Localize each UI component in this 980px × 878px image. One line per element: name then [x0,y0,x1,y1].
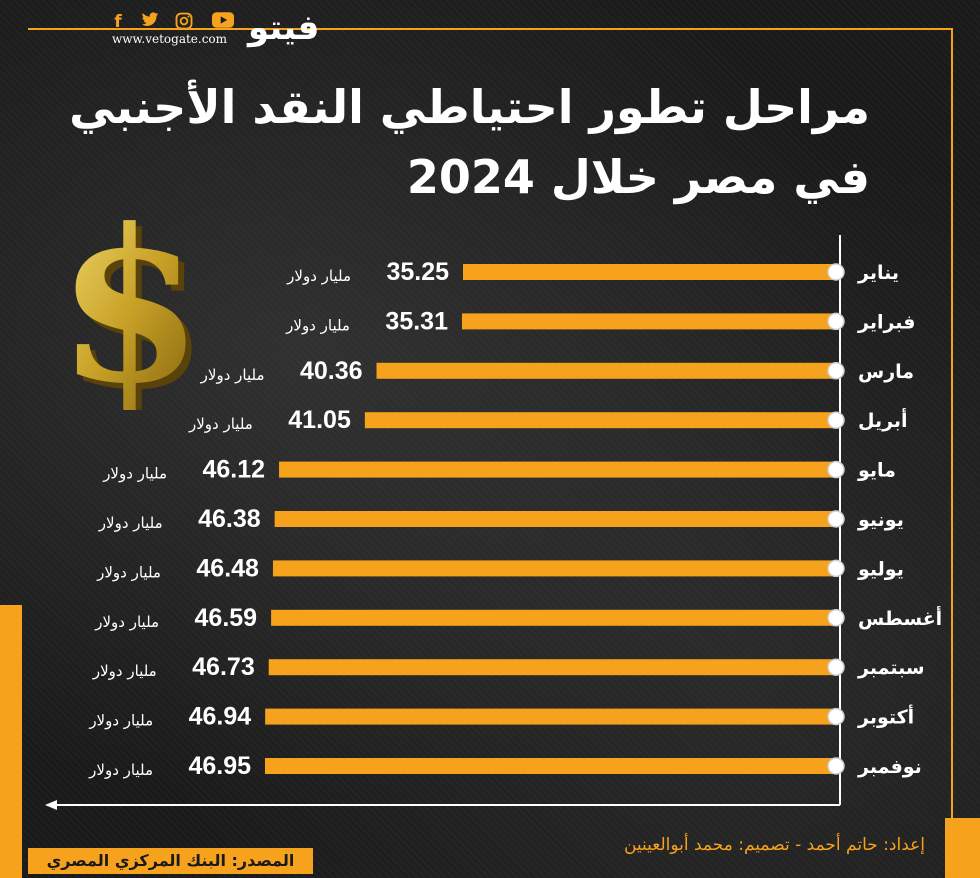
frame-top-line [28,28,953,30]
frame-left-bar [0,605,22,878]
bar-marker [827,707,845,726]
brand-logo: فيتو [248,8,320,48]
bar [376,362,836,379]
bar-marker [827,362,845,380]
category-label: أبريل [858,408,908,432]
unit-label: مليار دولار [285,316,350,334]
bar-marker [827,757,845,775]
bar [265,708,837,725]
category-label: نوفمبر [857,756,922,778]
unit-label: مليار دولار [188,415,253,433]
bar [364,412,836,429]
bar-marker [827,411,845,429]
frame-right-line [951,28,953,818]
data-label: 46.94 [189,703,252,731]
x-axis-arrow [45,800,57,810]
category-label: يناير [857,262,899,284]
bar-marker [827,609,845,627]
unit-label: مليار دولار [96,563,161,581]
bar [272,560,836,577]
data-label: 46.73 [192,653,255,681]
bar [463,264,836,280]
data-label: 46.48 [196,554,259,582]
chart-title: مراحل تطور احتياطي النقد الأجنبي [69,80,870,134]
bar [268,659,836,676]
category-label: مارس [858,361,914,383]
svg-text:$: $ [60,190,200,410]
bar-marker [827,510,845,528]
unit-label: مليار دولار [88,761,153,779]
data-label: 35.31 [385,307,448,335]
bar-marker [827,263,845,281]
unit-label: مليار دولار [286,267,351,285]
bar [265,758,836,774]
bar-marker [827,658,845,676]
site-url[interactable]: www.vetogate.com [112,32,228,46]
unit-label: مليار دولار [200,366,265,384]
bar [271,609,837,626]
unit-label: مليار دولار [102,465,167,483]
data-label: 40.36 [300,357,363,385]
svg-text:$: $ [63,190,200,410]
bar-marker [827,312,845,331]
category-label: فبراير [857,311,915,333]
bar-marker [827,559,845,578]
source-label: المصدر: البنك المركزي المصري [28,848,313,874]
unit-label: مليار دولار [94,613,159,631]
data-label: 35.25 [386,258,449,286]
frame-corner-block [945,818,980,878]
bar [274,511,837,527]
credits: إعداد: حاتم أحمد - تصميم: محمد أبوالعيني… [623,835,925,855]
category-label: أغسطس [858,606,942,630]
unit-label: مليار دولار [88,712,153,730]
data-label: 41.05 [288,406,351,434]
unit-label: مليار دولار [98,514,163,532]
category-label: أكتوبر [857,705,914,729]
category-label: يونيو [857,509,904,531]
facebook-icon[interactable]: f [114,12,122,32]
bar [279,461,836,478]
dollar-sign-icon: $ $ [60,190,200,410]
chart-subtitle: في مصر خلال 2024 [406,150,870,204]
category-label: يوليو [857,558,904,580]
data-label: 46.12 [202,456,265,484]
unit-label: مليار دولار [92,662,157,680]
category-label: سبتمبر [857,657,925,679]
category-label: مايو [857,460,896,482]
data-label: 46.95 [188,752,251,780]
bar-marker [827,460,845,479]
twitter-icon[interactable] [140,12,160,32]
instagram-icon[interactable] [174,12,194,32]
data-label: 46.38 [198,505,261,533]
data-label: 46.59 [195,604,258,632]
youtube-icon[interactable] [212,12,234,32]
bar [461,313,836,330]
